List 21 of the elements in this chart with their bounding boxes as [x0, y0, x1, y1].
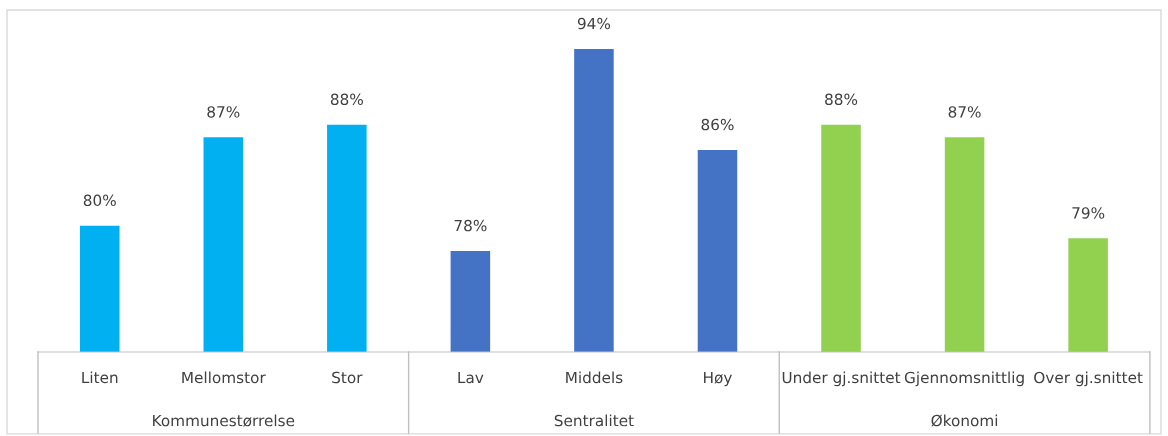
data-label: 88%: [330, 93, 363, 106]
data-label: 78%: [454, 219, 487, 232]
data-label: 86%: [701, 118, 734, 131]
x-tick-label: Over gj.snittet: [1034, 371, 1143, 387]
x-tick-label: Under gj.snittet: [782, 371, 901, 387]
x-tick-label: Middels: [566, 371, 623, 384]
data-label: 80%: [83, 194, 116, 207]
x-tick-label: Lav: [458, 371, 484, 384]
data-label: 87%: [948, 106, 981, 118]
data-label: 88%: [825, 93, 858, 106]
data-label: 79%: [1072, 207, 1105, 219]
x-tick-label: Høy: [704, 371, 732, 387]
text: Kommunestørrelse: [153, 414, 295, 427]
data-label: 94%: [577, 17, 611, 30]
x-tick-label: Stor: [332, 371, 363, 384]
x-tick-label: Mellomstor: [182, 371, 266, 384]
data-label: 87%: [207, 106, 240, 118]
text: Sentralitet: [554, 414, 634, 427]
text: Økonomi: [931, 414, 998, 427]
x-tick-label: Gjennomsnittlig: [904, 371, 1024, 387]
x-tick-label: Liten: [82, 371, 118, 384]
